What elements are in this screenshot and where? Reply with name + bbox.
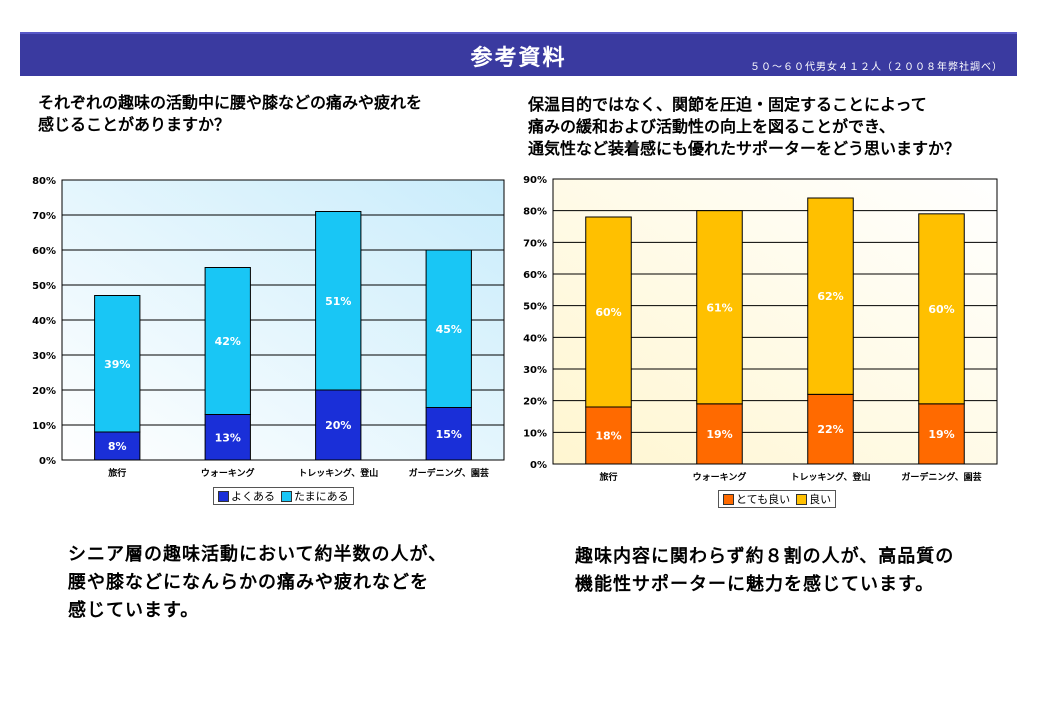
x-tick-label: ウォーキング (201, 467, 255, 479)
legend-item: たまにある (281, 488, 349, 504)
legend-swatch-icon (218, 490, 229, 502)
y-tick-label: 40% (32, 316, 56, 327)
data-label: 18% (595, 430, 621, 443)
y-tick-label: 70% (32, 211, 56, 222)
bar-segment (807, 197, 854, 395)
conclusion-right: 趣味内容に関わらず約８割の人が、高品質の 機能性サポーターに魅力を感じています。 (575, 543, 954, 599)
bar-segment (585, 216, 632, 408)
y-tick-label: 50% (523, 302, 547, 313)
data-label: 60% (928, 303, 954, 316)
x-tick-label: ガーデニング、園芸 (409, 467, 489, 479)
y-tick-label: 0% (39, 456, 56, 467)
y-tick-label: 90% (523, 175, 547, 186)
y-tick-label: 80% (523, 207, 547, 218)
y-tick-label: 20% (32, 386, 56, 397)
x-tick-label: ガーデニング、園芸 (901, 471, 981, 483)
y-tick-label: 60% (32, 246, 56, 257)
header-banner: 参考資料 ５０～６０代男女４１２人（２００８年弊社調べ） (20, 32, 1017, 76)
legend-label: 良い (809, 493, 832, 506)
data-label: 20% (325, 419, 351, 432)
question-right-line: 痛みの緩和および活動性の向上を図ることができ、 (528, 117, 895, 136)
bar-segment (918, 213, 965, 405)
legend-item: 良い (796, 491, 831, 507)
data-label: 51% (325, 295, 351, 308)
data-label: 13% (215, 431, 241, 444)
y-tick-label: 30% (523, 365, 547, 376)
conclusion-left: シニア層の趣味活動において約半数の人が、 腰や膝などになんらかの痛みや疲れなどを… (68, 541, 447, 625)
bar-segment (807, 393, 854, 465)
data-label: 60% (595, 306, 621, 319)
y-tick-label: 50% (32, 281, 56, 292)
bar-segment (425, 249, 472, 408)
y-tick-label: 40% (523, 333, 547, 344)
conclusion-left-line: 感じています。 (68, 600, 200, 621)
bar-segment (696, 403, 743, 465)
x-tick-label: 旅行 (108, 467, 126, 479)
conclusion-left-line: シニア層の趣味活動において約半数の人が、 (68, 544, 448, 565)
y-tick-label: 70% (523, 238, 547, 249)
legend-left: よくある たまにある (213, 487, 354, 505)
question-right-line: 保温目的ではなく、関節を圧迫・固定することによって (528, 95, 927, 114)
y-tick-label: 80% (32, 176, 56, 187)
y-tick-label: 10% (523, 428, 547, 439)
question-left-line: それぞれの趣味の活動中に腰や膝などの痛みや疲れを (38, 93, 423, 112)
y-tick-label: 10% (32, 421, 56, 432)
legend-swatch-icon (796, 493, 808, 505)
bar-segment (315, 211, 362, 391)
chart-supporter-opinion: 0% 10% 20% 30% 40% 50% 60% 70% 80% 90% 18% 60% 旅行 19%… (523, 175, 998, 483)
question-left-line: 感じることがありますか？ (38, 115, 231, 134)
legend-swatch-icon (281, 490, 292, 502)
bar-segment (94, 295, 141, 433)
y-tick-label: 0% (530, 460, 547, 471)
legend-item: とても良い (723, 491, 790, 507)
conclusion-right-line: 趣味内容に関わらず約８割の人が、高品質の (575, 546, 955, 567)
data-label: 19% (928, 428, 954, 441)
bar-segment (204, 414, 251, 461)
y-tick-label: 30% (32, 351, 56, 362)
bar-segment (204, 267, 251, 415)
data-label: 22% (817, 423, 843, 436)
page-title: 参考資料 (470, 46, 567, 71)
bar-segment (918, 403, 965, 465)
x-tick-label: トレッキング、登山 (790, 471, 870, 483)
y-tick-label: 60% (523, 270, 547, 281)
legend-item: よくある (218, 488, 275, 504)
x-tick-label: ウォーキング (693, 471, 747, 483)
conclusion-right-line: 機能性サポーターに魅力を感じています。 (575, 574, 935, 595)
data-label: 61% (706, 301, 732, 314)
x-tick-label: 旅行 (599, 471, 617, 483)
data-label: 45% (436, 323, 462, 336)
data-label: 42% (215, 335, 241, 348)
legend-label: たまにある (294, 490, 349, 503)
legend-swatch-icon (723, 493, 734, 505)
data-label: 19% (706, 428, 732, 441)
data-label: 15% (436, 428, 462, 441)
data-label: 62% (817, 290, 843, 303)
conclusion-left-line: 腰や膝などになんらかの痛みや疲れなどを (68, 572, 429, 593)
data-label: 39% (104, 358, 130, 371)
bar-segment (94, 431, 141, 461)
survey-note: ５０～６０代男女４１２人（２００８年弊社調べ） (750, 62, 1003, 73)
question-right: 保温目的ではなく、関節を圧迫・固定することによって 痛みの緩和および活動性の向上… (528, 94, 960, 160)
x-tick-label: トレッキング、登山 (298, 467, 378, 479)
bar-segment (585, 406, 632, 465)
question-right-line: 通気性など装着感にも優れたサポーターをどう思いますか？ (528, 139, 961, 158)
chart-pain-frequency: 0% 10% 20% 30% 40% 50% 60% 70% 80% 8% 39% 旅行 13% 42% ウ… (32, 176, 505, 479)
legend-label: とても良い (736, 493, 791, 506)
y-tick-label: 20% (523, 397, 547, 408)
question-left: それぞれの趣味の活動中に腰や膝などの痛みや疲れを 感じることがありますか？ (38, 92, 422, 136)
bar-segment (696, 210, 743, 405)
legend-right: とても良い 良い (718, 490, 837, 508)
legend-label: よくある (231, 490, 275, 503)
data-label: 8% (108, 440, 127, 453)
